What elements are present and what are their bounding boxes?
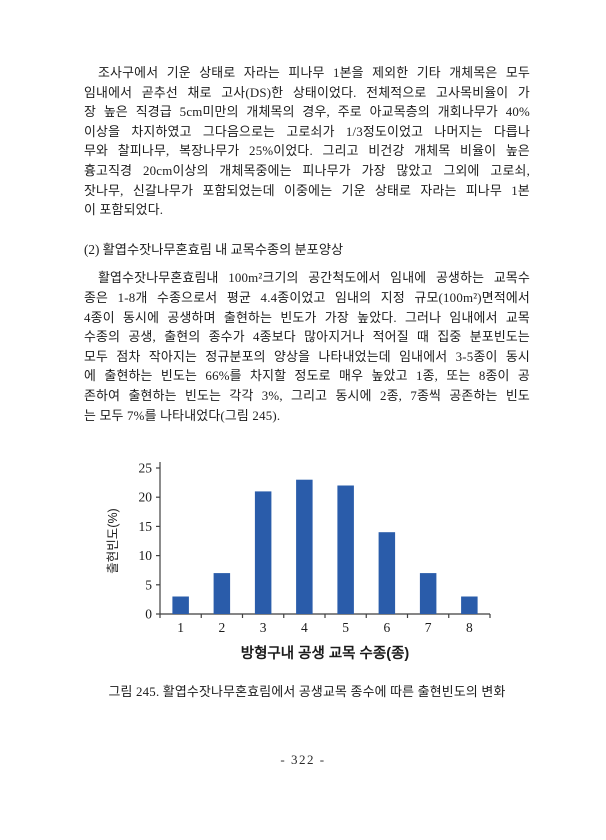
paragraph-line: 에 출현하는 빈도는 66%를 차지할 정도로 매우 높았고 1종, 또는 8종…: [84, 369, 530, 384]
bar-3: [254, 491, 272, 615]
paragraph-line: 조사구에서 기운 상태로 자라는 피나무 1본을 제외한 기타 개체목은 모두: [98, 66, 530, 80]
bar-2: [213, 573, 231, 615]
section-heading: (2) 활엽수잣나무혼효림 내 교목수종의 분포양상: [84, 241, 344, 257]
bar-5: [337, 485, 354, 615]
paragraph-line: 4종이 동시에 공생하며 출현하는 빈도가 가장 높았다. 그러나 임내에서 교…: [84, 310, 530, 325]
bar-7: [419, 573, 437, 615]
y-tick-label: 15: [139, 519, 153, 534]
paragraph-line: 흉고직경 20cm이상의 개체목중에는 피나무가 가장 많았고 그외에 고로쇠,: [84, 163, 530, 178]
x-axis-title: 방형구내 공생 교목 수종(종): [241, 644, 410, 662]
x-tick-label: 4: [301, 620, 308, 635]
figure-245-bar-chart: 0 5 10 15 20 25 1 2 3 4 5 6 7 8 출현빈도(%) 방형구내 공생 교목 수종(종…: [98, 456, 500, 669]
bar-chart-svg: 0 5 10 15 20 25 1 2 3 4 5 6 7 8 출현빈도(%) 방형구내 공생 교목 수종(종…: [106, 461, 491, 662]
y-tick-label: 20: [139, 490, 153, 505]
y-tick-label: 0: [145, 607, 152, 622]
paragraph-line: 는 모두 7%를 나타내었다(그림 245).: [84, 408, 281, 423]
paragraph-line: 잣나무, 신갈나무가 포함되었는데 이중에는 기운 상태로 자라는 피나무 1본: [84, 183, 530, 198]
x-tick-label: 7: [425, 620, 432, 635]
bar-1: [172, 596, 189, 615]
x-tick-label: 1: [177, 620, 184, 635]
bar-6: [378, 532, 396, 615]
y-axis-title: 출현빈도(%): [106, 508, 120, 573]
paragraph-line: 이 포함되었다.: [84, 203, 164, 218]
paragraph-line: 무와 찰피나무, 복장나무가 25%이었다. 그리고 비건강 개체목 비율이 높…: [84, 144, 530, 159]
bar-4: [296, 479, 313, 615]
paragraph-line: 임내에서 곧추선 채로 고사(DS)한 상태이었다. 전체적으로 고사목비율이 …: [84, 85, 530, 100]
page-number: - 322 -: [280, 752, 326, 767]
x-tick-label: 6: [384, 620, 391, 635]
y-tick-label: 5: [145, 577, 152, 592]
paragraph-line: 존하여 출현하는 빈도는 각각 3%, 그리고 동시에 2종, 7종씩 공존하는…: [84, 388, 530, 403]
y-tick-label: 10: [139, 548, 153, 563]
y-tick-label: 25: [139, 461, 153, 476]
x-tick-label: 8: [466, 620, 473, 635]
paragraph-line: 이상을 차지하였고 그다음으로는 고로쇠가 1/3정도이었고 나머지는 다릅나: [84, 124, 530, 139]
x-tick-label: 3: [260, 620, 267, 635]
paragraph-line: 장 높은 직경급 5cm미만의 개체목의 경우, 주로 아교목층의 개회나무가 …: [84, 105, 530, 120]
figure-caption: 그림 245. 활엽수잣나무혼효림에서 공생교목 종수에 따른 출현빈도의 변화: [108, 685, 506, 700]
x-tick-label: 2: [219, 620, 226, 635]
x-tick-label: 5: [342, 620, 349, 635]
paragraph-line: 수종의 공생, 출현의 종수가 4종보다 많아지거나 적어질 때 집중 분포빈도…: [84, 330, 530, 345]
paragraph-line: 종은 1-8개 수종으로서 평균 4.4종이었고 임내의 지정 규모(100m²…: [84, 290, 530, 305]
bar-8: [461, 596, 478, 615]
paragraph-line: 활엽수잣나무혼효림내 100m²크기의 공간척도에서 임내에 공생하는 교목수: [98, 271, 530, 286]
paragraph-line: 모두 점차 작아지는 정규분포의 양상을 나타내었는데 임내에서 3-5종이 동…: [84, 349, 530, 364]
